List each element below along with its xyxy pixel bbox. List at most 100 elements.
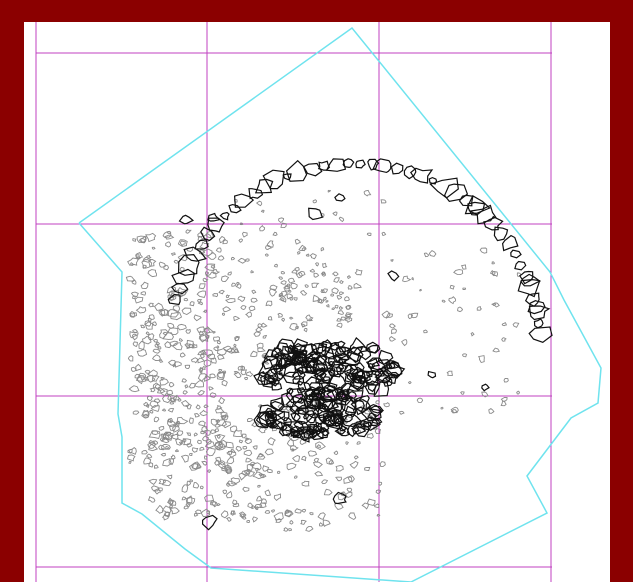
scatter-stone (134, 373, 141, 379)
scatter-stone (240, 305, 247, 310)
cairn-stone (253, 411, 272, 429)
scatter-stone (148, 439, 155, 445)
cairn-stone (369, 405, 385, 414)
scatter-stone (259, 224, 266, 232)
scatter-stone (279, 290, 288, 297)
cairn-stone (366, 344, 379, 354)
scatter-stone (128, 447, 137, 455)
scatter-stone (500, 400, 507, 407)
scatter-stone (334, 304, 339, 309)
cairn-stone (278, 424, 298, 437)
cairn-stone (384, 373, 401, 384)
scatter-stone (159, 378, 170, 386)
scatter-stone (206, 353, 216, 360)
scatter-stone (246, 520, 251, 523)
scatter-stone (364, 467, 371, 472)
scatter-stone (155, 341, 161, 346)
scatter-stone (253, 331, 262, 337)
survey-grid (35, 22, 552, 582)
scatter-stone (167, 322, 175, 329)
scatter-stone (319, 522, 325, 527)
scatter-stone (210, 418, 218, 426)
scatter-stone (345, 312, 353, 317)
scatter-stone (149, 400, 159, 408)
scatter-stone (277, 312, 283, 318)
scatter-stone (184, 403, 192, 410)
scatter-stone (221, 379, 228, 387)
scatter-stone (320, 247, 325, 252)
scatter-stone (344, 296, 350, 302)
scatter-stone (151, 375, 160, 382)
scatter-stone (300, 519, 307, 525)
scatter-stone (235, 283, 242, 289)
scatter-stone (244, 438, 252, 444)
scatter-stone (373, 503, 380, 509)
stone-features (167, 158, 553, 531)
cairn-stone (330, 341, 340, 351)
scatter-stone (179, 352, 186, 358)
scatter-stone (286, 437, 295, 447)
arc-stone (342, 158, 355, 169)
scatter-stone (278, 294, 282, 298)
scatter-stone (181, 496, 186, 501)
scatter-stone (225, 441, 234, 449)
cairn-stone (335, 391, 354, 406)
arc-stone (177, 253, 200, 276)
scatter-stone (204, 494, 215, 502)
scatter-stone (512, 322, 520, 328)
scatter-stone (299, 289, 308, 296)
arc-stone (282, 173, 292, 181)
scatter-stone (180, 454, 189, 463)
scatter-stone (149, 387, 156, 393)
scatter-stone (267, 437, 276, 446)
cairn-stone (293, 420, 312, 434)
scatter-stone (169, 424, 176, 431)
scatter-stone (230, 449, 236, 453)
cairn-stone (291, 393, 307, 404)
arc-stone (458, 194, 474, 207)
arc-stone (171, 268, 195, 285)
cairn-stone (318, 396, 336, 412)
loose-stone (481, 383, 490, 392)
scatter-stone (200, 248, 213, 257)
scatter-stone (148, 462, 154, 468)
scatter-stone (291, 448, 295, 452)
scatter-stone (307, 450, 318, 457)
scatter-stone (331, 271, 339, 277)
scatter-stone (250, 270, 255, 274)
scatter-stone (221, 370, 227, 374)
scatter-stone (516, 390, 521, 395)
scatter-stone (251, 289, 257, 295)
scatter-stone (192, 482, 200, 489)
scatter-stone (158, 359, 164, 363)
scatter-stone (340, 316, 347, 321)
scatter-stone (217, 354, 225, 360)
scatter-stone (163, 431, 171, 437)
cairn-stone (304, 360, 319, 373)
scatter-stone (142, 256, 151, 263)
scatter-stone (167, 327, 179, 335)
scatter-stone (375, 400, 380, 405)
scatter-stone (289, 520, 294, 525)
scatter-stone (184, 342, 191, 348)
scatter-stone (294, 238, 301, 245)
cairn-stone (334, 346, 352, 361)
scatter-stone (232, 499, 238, 506)
scatter-stone (321, 479, 329, 485)
scatter-stone (348, 512, 357, 521)
scatter-stone (232, 429, 243, 437)
scatter-stone (153, 440, 159, 445)
scatter-stone (205, 447, 216, 457)
cairn-stone (306, 423, 320, 436)
scatter-stone (148, 314, 155, 320)
scatter-stone (460, 391, 465, 395)
scatter-stone (175, 448, 179, 453)
scatter-stone (144, 320, 152, 327)
cairn-stone (367, 383, 377, 393)
loose-stone (202, 514, 218, 531)
scatter-stone (136, 349, 148, 357)
cairn-stone (311, 342, 328, 355)
cairn-stone (381, 376, 393, 387)
scatter-stone (449, 284, 455, 290)
scatter-stone (312, 294, 320, 303)
